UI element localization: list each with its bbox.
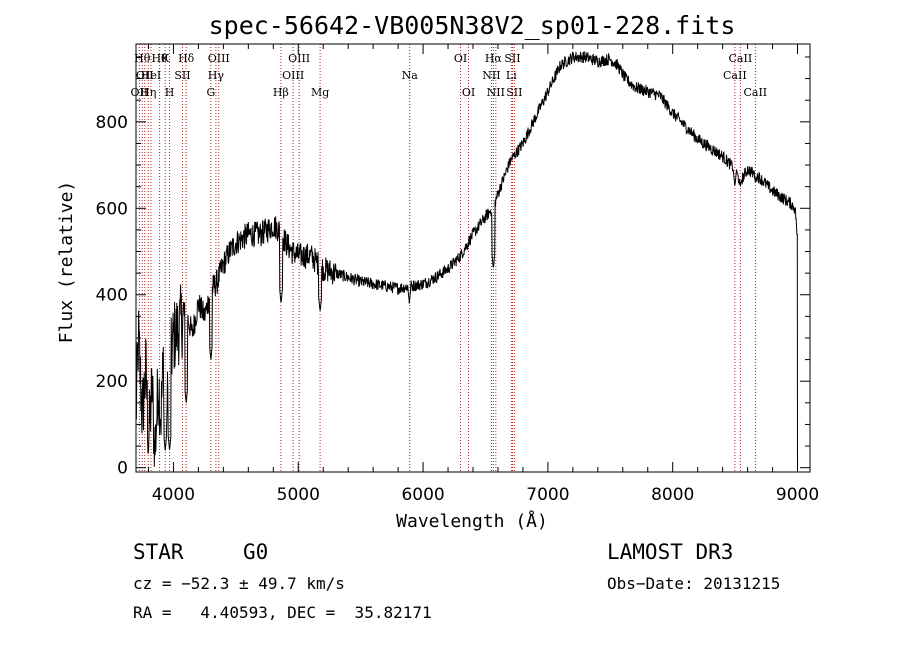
spectral-line-label: Mg <box>311 86 329 99</box>
y-tick-label: 400 <box>96 286 128 306</box>
spectral-line-label: CaII <box>723 69 747 82</box>
redshift-velocity: cz = −52.3 ± 49.7 km/s <box>133 574 345 593</box>
spectral-line-label: HeI <box>141 69 161 82</box>
spectral-line-label: CaII <box>743 86 767 99</box>
observation-date: Obs−Date: 20131215 <box>607 574 781 593</box>
spectral-line-label: CaII <box>729 52 753 65</box>
axis-ticks: 4000 5000 6000 7000 8000 9000 0 200 400 600 800 <box>96 44 819 505</box>
spectral-line-label: Hθ <box>151 52 168 65</box>
spectral-line-label: Hβ <box>273 86 289 99</box>
spectral-line-label: Hα <box>485 52 503 65</box>
spectral-line-label: OI <box>462 86 475 99</box>
spectral-line-label: Hγ <box>208 69 225 82</box>
spectral-line-label: Hδ <box>178 52 195 65</box>
x-tick-label: 6000 <box>401 485 444 505</box>
survey-name: LAMOST DR3 <box>607 540 734 564</box>
spectral-line-label: NII <box>487 86 505 99</box>
y-tick-label: 600 <box>96 199 128 219</box>
spectral-line-label: G <box>206 86 215 99</box>
x-tick-label: 7000 <box>526 485 569 505</box>
spectral-line-label: H <box>165 86 175 99</box>
ra-dec-coordinates: RA = 4.40593, DEC = 35.82171 <box>133 603 432 622</box>
x-tick-label: 9000 <box>776 485 819 505</box>
y-axis-label: Flux (relative) <box>56 181 77 344</box>
y-tick-label: 200 <box>96 372 128 392</box>
spectral-line-label: OIII <box>282 69 304 82</box>
spectral-line-labels: OIIHθOIIHηHeIHθKHSIIHδGHγOIIIHβOIIIOIIIM… <box>131 52 768 99</box>
spectral-line-label: Hθ <box>134 52 151 65</box>
y-tick-label: 800 <box>96 113 128 133</box>
object-subclass: G0 <box>243 540 269 564</box>
spectral-line-label: OII <box>131 86 149 99</box>
x-axis-label: Wavelength (Å) <box>396 510 548 532</box>
spectral-line-label: SII <box>504 52 520 65</box>
spectral-line-label: SII <box>174 69 190 82</box>
x-tick-label: 8000 <box>651 485 694 505</box>
spectral-line-markers <box>138 44 756 472</box>
x-tick-label: 5000 <box>277 485 320 505</box>
plot-frame <box>135 43 811 473</box>
spectral-line-label: NII <box>482 69 500 82</box>
y-tick-label: 0 <box>117 459 128 479</box>
spectral-line-label: OIII <box>288 52 310 65</box>
spectral-line-label: Li <box>506 69 517 82</box>
spectral-line-label: SII <box>506 86 522 99</box>
spectral-line-label: OIII <box>208 52 230 65</box>
spectral-line-label: Hη <box>140 86 156 99</box>
spectral-line-label: Na <box>402 69 419 82</box>
object-class: STAR <box>133 540 184 564</box>
chart-title: spec-56642-VB005N38V2_sp01-228.fits <box>209 11 736 40</box>
spectral-line-label: K <box>161 52 170 65</box>
spectrum-series-line <box>135 51 798 468</box>
x-tick-label: 4000 <box>152 485 195 505</box>
spectral-line-label: OI <box>454 52 467 65</box>
